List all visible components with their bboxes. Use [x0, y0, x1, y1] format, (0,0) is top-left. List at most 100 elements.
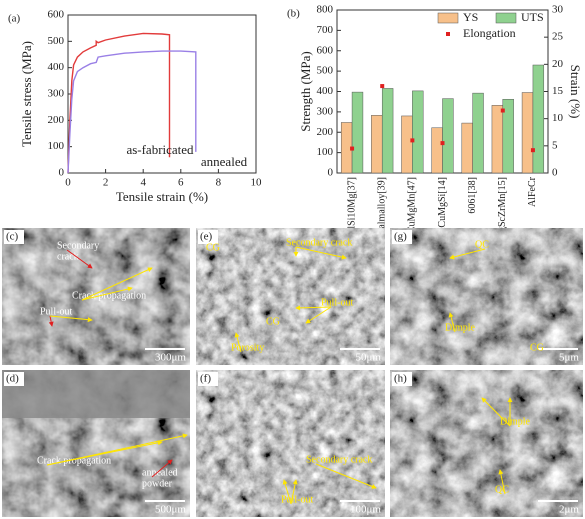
- annotation-arrow: [81, 267, 153, 301]
- annotation-arrow: [151, 459, 173, 478]
- annotation: Dimple: [445, 322, 476, 333]
- specimen-background: [2, 370, 190, 418]
- x-tick-label: 6: [178, 177, 184, 189]
- y-tick-label: 500: [317, 65, 334, 77]
- y2-axis-title: Strain (%): [568, 65, 583, 119]
- x-tick-label: Scalmalloy[39]: [377, 177, 388, 239]
- bar: [371, 115, 383, 174]
- x-tick-label: 2: [103, 177, 109, 189]
- x-tick-label: 10: [251, 177, 263, 189]
- y2-tick-label: 25: [552, 31, 564, 43]
- panel-label: (g): [394, 231, 407, 243]
- y-tick-label: 800: [317, 4, 334, 16]
- annotation: powder: [142, 478, 173, 489]
- annotation: crack: [57, 251, 79, 262]
- annotation: annealed: [142, 467, 178, 478]
- annotation-arrow: [234, 332, 242, 353]
- micrograph: [196, 370, 385, 517]
- y2-tick-label: 20: [552, 58, 564, 70]
- annotation-arrow: [315, 463, 377, 489]
- y-tick-label: 200: [317, 126, 334, 138]
- bar: [351, 91, 364, 174]
- x-tick-label: 8: [216, 177, 222, 189]
- annotation-arrow: [46, 433, 188, 466]
- legend-label: YS: [463, 10, 478, 24]
- annotation-arrow: [498, 469, 506, 495]
- scatter-point: [440, 141, 445, 146]
- series-label: annealed: [201, 154, 248, 169]
- panel-label-box: [198, 230, 218, 244]
- annotation: CG: [206, 242, 220, 253]
- annotation: Crack propagation: [72, 290, 146, 301]
- annotation: Dimple: [500, 416, 531, 427]
- annotation: Secondary: [57, 240, 99, 251]
- y-tick-label: 300: [317, 105, 334, 117]
- bar: [431, 127, 443, 174]
- annotation-arrow: [295, 305, 332, 311]
- bar: [442, 98, 454, 174]
- x-tick-label: AlSi10Mg[37]: [346, 177, 357, 236]
- scatter-point: [500, 108, 505, 113]
- bar: [532, 64, 545, 174]
- scale-bar-label: 500μm: [155, 504, 186, 516]
- micrograph: [390, 228, 583, 365]
- y-tick-label: 700: [317, 24, 334, 36]
- annotation-arrow: [481, 397, 511, 427]
- micrograph: [196, 228, 385, 365]
- annotation: Secondary crack: [306, 454, 372, 465]
- y-tick-label: 600: [48, 9, 65, 21]
- y-tick-label: 0: [328, 167, 334, 179]
- bar: [461, 122, 473, 174]
- bar: [412, 90, 424, 174]
- legend-swatch: [446, 32, 450, 36]
- y-tick-label: 600: [317, 44, 334, 56]
- panel-label-box: [4, 230, 24, 244]
- y-tick-label: 100: [317, 146, 334, 158]
- panel-label: (a): [8, 13, 21, 25]
- micrograph-panel: (h) 2μm Dimple QC: [390, 370, 583, 517]
- annotation: Secondary crack: [286, 237, 352, 248]
- y-tick-label: 500: [48, 35, 65, 47]
- data-line: [67, 32, 171, 174]
- scale-bar-label: 50μm: [356, 352, 382, 364]
- legend-swatch: [495, 12, 517, 24]
- series-label: as-fabricated: [126, 142, 194, 157]
- x-tick-label: AlFeCr: [527, 176, 538, 207]
- legend-label: UTS: [521, 10, 544, 24]
- y-tick-label: 200: [48, 114, 65, 126]
- y2-tick-label: 5: [552, 139, 558, 151]
- annotation-arrow: [48, 315, 54, 327]
- y-axis-title: Tensile stress (MPa): [19, 41, 34, 147]
- scatter-point: [530, 148, 535, 153]
- scatter-point: [380, 84, 385, 89]
- x-tick-label: AlCuMgMn[47]: [407, 177, 418, 243]
- panel-label-box: [4, 372, 24, 386]
- annotation: Pull-out: [321, 297, 353, 308]
- annotation: CG: [530, 342, 544, 353]
- y-tick-label: 400: [48, 61, 65, 73]
- bar: [491, 105, 504, 174]
- annotation-arrow: [81, 286, 133, 301]
- panel-label-box: [198, 372, 218, 386]
- bar: [401, 115, 413, 174]
- y-tick-label: 0: [59, 167, 65, 179]
- bar: [381, 88, 394, 174]
- panel-label: (f): [200, 373, 211, 385]
- annotation: QC: [475, 239, 489, 250]
- y2-tick-label: 15: [552, 85, 564, 97]
- data-line: [67, 50, 197, 174]
- annotation-arrow: [449, 248, 486, 260]
- y-tick-label: 100: [48, 140, 65, 152]
- bar: [472, 92, 484, 174]
- panel-label: (d): [6, 373, 19, 385]
- panel-label: (b): [287, 8, 300, 20]
- annotation: Porosity: [231, 342, 264, 353]
- x-tick-label: 6061[38]: [467, 177, 478, 214]
- x-axis-title: Tensile strain (%): [116, 189, 208, 204]
- y2-tick-label: 10: [552, 112, 564, 124]
- scatter-point: [410, 138, 415, 143]
- scale-bar-label: 2μm: [559, 504, 579, 516]
- annotation-arrow: [305, 306, 332, 324]
